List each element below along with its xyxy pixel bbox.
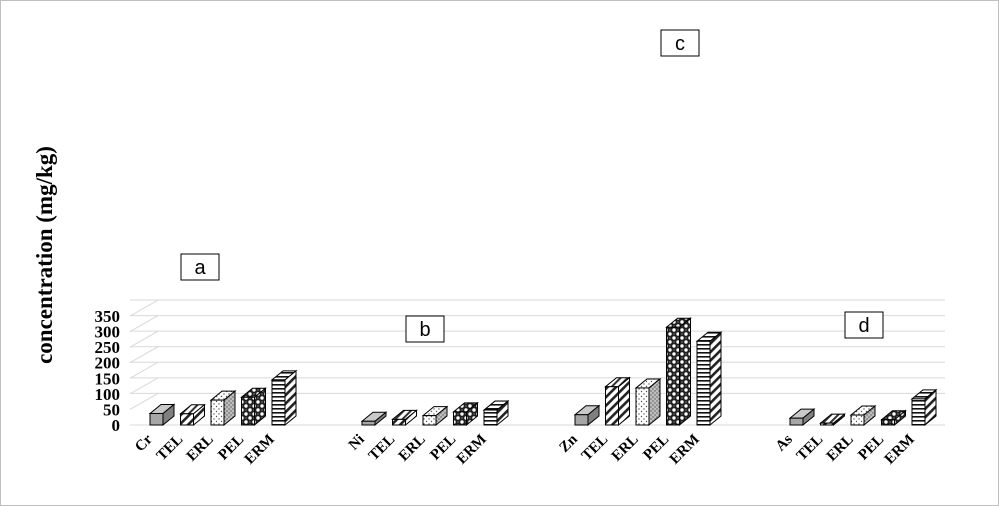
bar-front bbox=[605, 386, 619, 426]
category-label: ERM bbox=[667, 432, 703, 468]
bar-front bbox=[422, 415, 437, 426]
bar-front bbox=[241, 396, 255, 426]
category-label: PEL bbox=[215, 432, 247, 464]
gridline-connector bbox=[129, 361, 159, 379]
category-label: Ni bbox=[346, 432, 368, 454]
category-label: ERM bbox=[882, 432, 918, 468]
bar-front bbox=[180, 413, 194, 426]
bar-side bbox=[709, 331, 722, 427]
y-tick-label: 0 bbox=[112, 416, 121, 435]
bar-front bbox=[210, 399, 225, 426]
gridline-connector bbox=[129, 346, 159, 364]
bar-front bbox=[881, 419, 895, 426]
y-tick-label: 50 bbox=[103, 400, 120, 419]
bar bbox=[209, 390, 237, 427]
panel-label: a bbox=[194, 257, 206, 279]
bar-front bbox=[574, 414, 589, 426]
panel-label: c bbox=[675, 33, 685, 55]
category-label: ERL bbox=[824, 432, 857, 465]
bar bbox=[482, 399, 510, 427]
category-label: TEL bbox=[579, 432, 612, 465]
bar-front bbox=[392, 418, 406, 426]
bar bbox=[819, 413, 846, 427]
y-tick-label: 150 bbox=[95, 369, 121, 388]
y-tick-label: 250 bbox=[95, 338, 121, 357]
bar bbox=[240, 387, 267, 427]
bar-front bbox=[820, 422, 834, 426]
bar-front bbox=[789, 417, 804, 426]
category-label: TEL bbox=[366, 432, 399, 465]
gridline-connector bbox=[129, 377, 159, 395]
bar-side bbox=[618, 376, 630, 427]
bar bbox=[360, 411, 388, 427]
bar bbox=[270, 369, 298, 427]
bar-side bbox=[679, 317, 691, 427]
category-label: TEL bbox=[154, 432, 187, 465]
category-label: Cr bbox=[132, 431, 156, 455]
bar-front bbox=[271, 379, 286, 426]
panel-label-box bbox=[660, 29, 700, 57]
y-tick-label: 350 bbox=[95, 307, 121, 326]
category-label: PEL bbox=[427, 432, 459, 464]
category-label: PEL bbox=[855, 432, 887, 464]
bar bbox=[880, 409, 907, 427]
bar bbox=[573, 404, 601, 427]
bar-front bbox=[850, 414, 865, 426]
gridline-connector bbox=[129, 392, 159, 410]
bar bbox=[421, 405, 449, 427]
bar-front bbox=[149, 412, 164, 426]
bar bbox=[148, 403, 176, 427]
bar-front bbox=[635, 387, 650, 426]
category-label: ERM bbox=[454, 432, 490, 468]
bar-front bbox=[666, 326, 680, 426]
bar bbox=[391, 409, 418, 427]
panel-label: b bbox=[419, 319, 430, 341]
y-tick-label: 200 bbox=[95, 354, 121, 373]
bar bbox=[604, 376, 631, 427]
category-label: ERL bbox=[396, 432, 429, 465]
category-label: TEL bbox=[794, 432, 827, 465]
category-label: ERL bbox=[609, 432, 642, 465]
bar bbox=[179, 403, 206, 427]
bar bbox=[910, 388, 938, 427]
bars bbox=[148, 317, 938, 427]
panel-label-box bbox=[844, 311, 884, 339]
gridline-connector bbox=[129, 299, 159, 317]
bar-front bbox=[696, 340, 711, 426]
bar bbox=[695, 331, 723, 427]
y-tick-label: 300 bbox=[95, 323, 121, 342]
y-axis-label: concentration (mg/kg) bbox=[32, 146, 57, 364]
bar-front bbox=[483, 409, 498, 426]
bar-front bbox=[361, 420, 376, 426]
panel-label-box bbox=[405, 315, 445, 343]
panel-label-box bbox=[180, 253, 220, 281]
category-label: ERM bbox=[242, 432, 278, 468]
gridline-connector bbox=[129, 315, 159, 333]
category-label: PEL bbox=[640, 432, 672, 464]
bar bbox=[634, 377, 662, 427]
category-label: As bbox=[773, 431, 796, 454]
panel-labels: a b c d bbox=[180, 29, 884, 343]
bar-side bbox=[284, 369, 297, 427]
category-label: Zn bbox=[557, 431, 582, 456]
bar-front bbox=[911, 398, 926, 426]
bar bbox=[452, 401, 479, 427]
bar bbox=[665, 317, 692, 427]
y-tick-label: 100 bbox=[95, 385, 121, 404]
bar bbox=[788, 408, 816, 427]
bar bbox=[849, 404, 877, 427]
category-label: ERL bbox=[184, 432, 217, 465]
panel-label: d bbox=[858, 315, 869, 337]
bar-front bbox=[453, 411, 467, 426]
gridline-connector bbox=[129, 330, 159, 348]
